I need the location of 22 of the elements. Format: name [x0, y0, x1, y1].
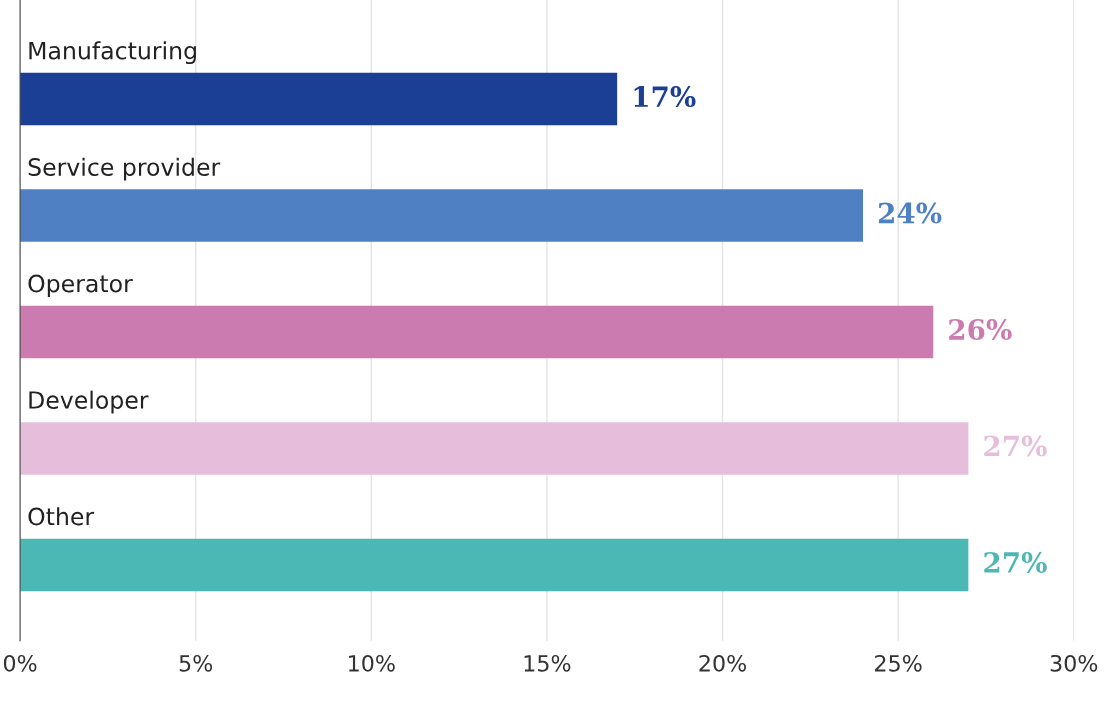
y-tick-label: Developer	[29, 390, 149, 414]
x-tick-label: 5%	[179, 654, 213, 672]
data-label: 17%	[634, 86, 696, 108]
bar	[20, 189, 864, 242]
y-tick-label: Other	[28, 507, 95, 526]
bar	[20, 72, 618, 126]
y-tick-label: Operator	[28, 274, 133, 298]
x-tick-label: 15%	[524, 654, 571, 672]
x-tick-label: 25%	[875, 654, 922, 672]
y-tick-label: Service provider	[28, 157, 221, 181]
x-tick-label: 0%	[3, 654, 37, 672]
bar	[20, 422, 969, 475]
x-tick-label: 20%	[699, 654, 746, 672]
y-tick-label: Manufacturing	[29, 41, 196, 65]
x-tick-label: 30%	[1050, 654, 1098, 672]
bar	[20, 305, 934, 359]
bar	[20, 538, 969, 592]
data-label: 26%	[949, 319, 1012, 341]
x-tick-label: 10%	[349, 654, 395, 672]
data-label: 24%	[878, 202, 942, 224]
data-label: 27%	[984, 551, 1047, 573]
data-label: 27%	[984, 435, 1047, 457]
